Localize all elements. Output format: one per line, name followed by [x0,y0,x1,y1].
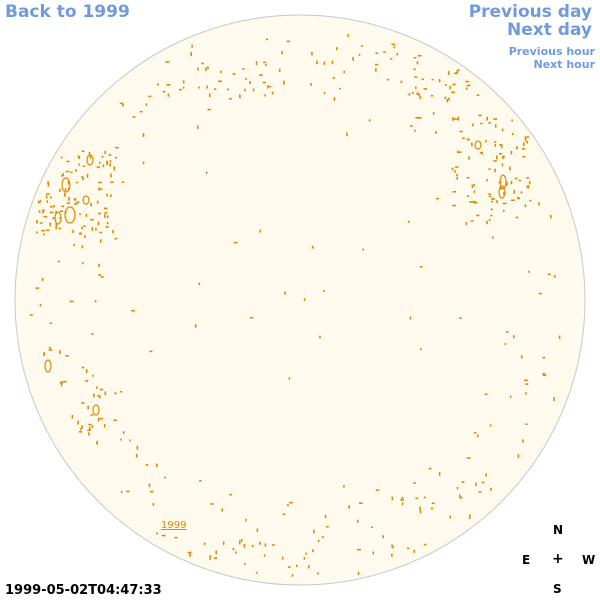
back-to-year-link[interactable]: Back to 1999 [5,2,130,22]
feature-loop [92,404,100,416]
feature-loop [499,174,507,190]
previous-day-link[interactable]: Previous day [468,2,592,22]
next-hour-link[interactable]: Next hour [533,58,596,71]
magnetic-features [29,33,561,577]
feature-loop [474,140,482,150]
feature-loop [44,359,52,373]
feature-label-link[interactable]: 1999 [161,520,187,531]
solar-disk [14,14,586,586]
observation-timestamp: 1999-05-02T04:47:33 [5,583,162,598]
feature-loop [61,177,71,193]
feature-loop [86,154,94,166]
next-day-link[interactable]: Next day [507,20,592,40]
feature-loop [64,206,76,224]
feature-loop [498,185,506,199]
feature-loop [54,211,62,225]
compass-center-icon: + [552,551,564,567]
feature-loop [82,195,90,205]
compass-north: N [553,523,564,537]
compass-west: W [582,553,596,567]
compass-east: E [522,553,531,567]
previous-hour-link[interactable]: Previous hour [508,45,595,58]
compass-south: S [553,582,562,596]
